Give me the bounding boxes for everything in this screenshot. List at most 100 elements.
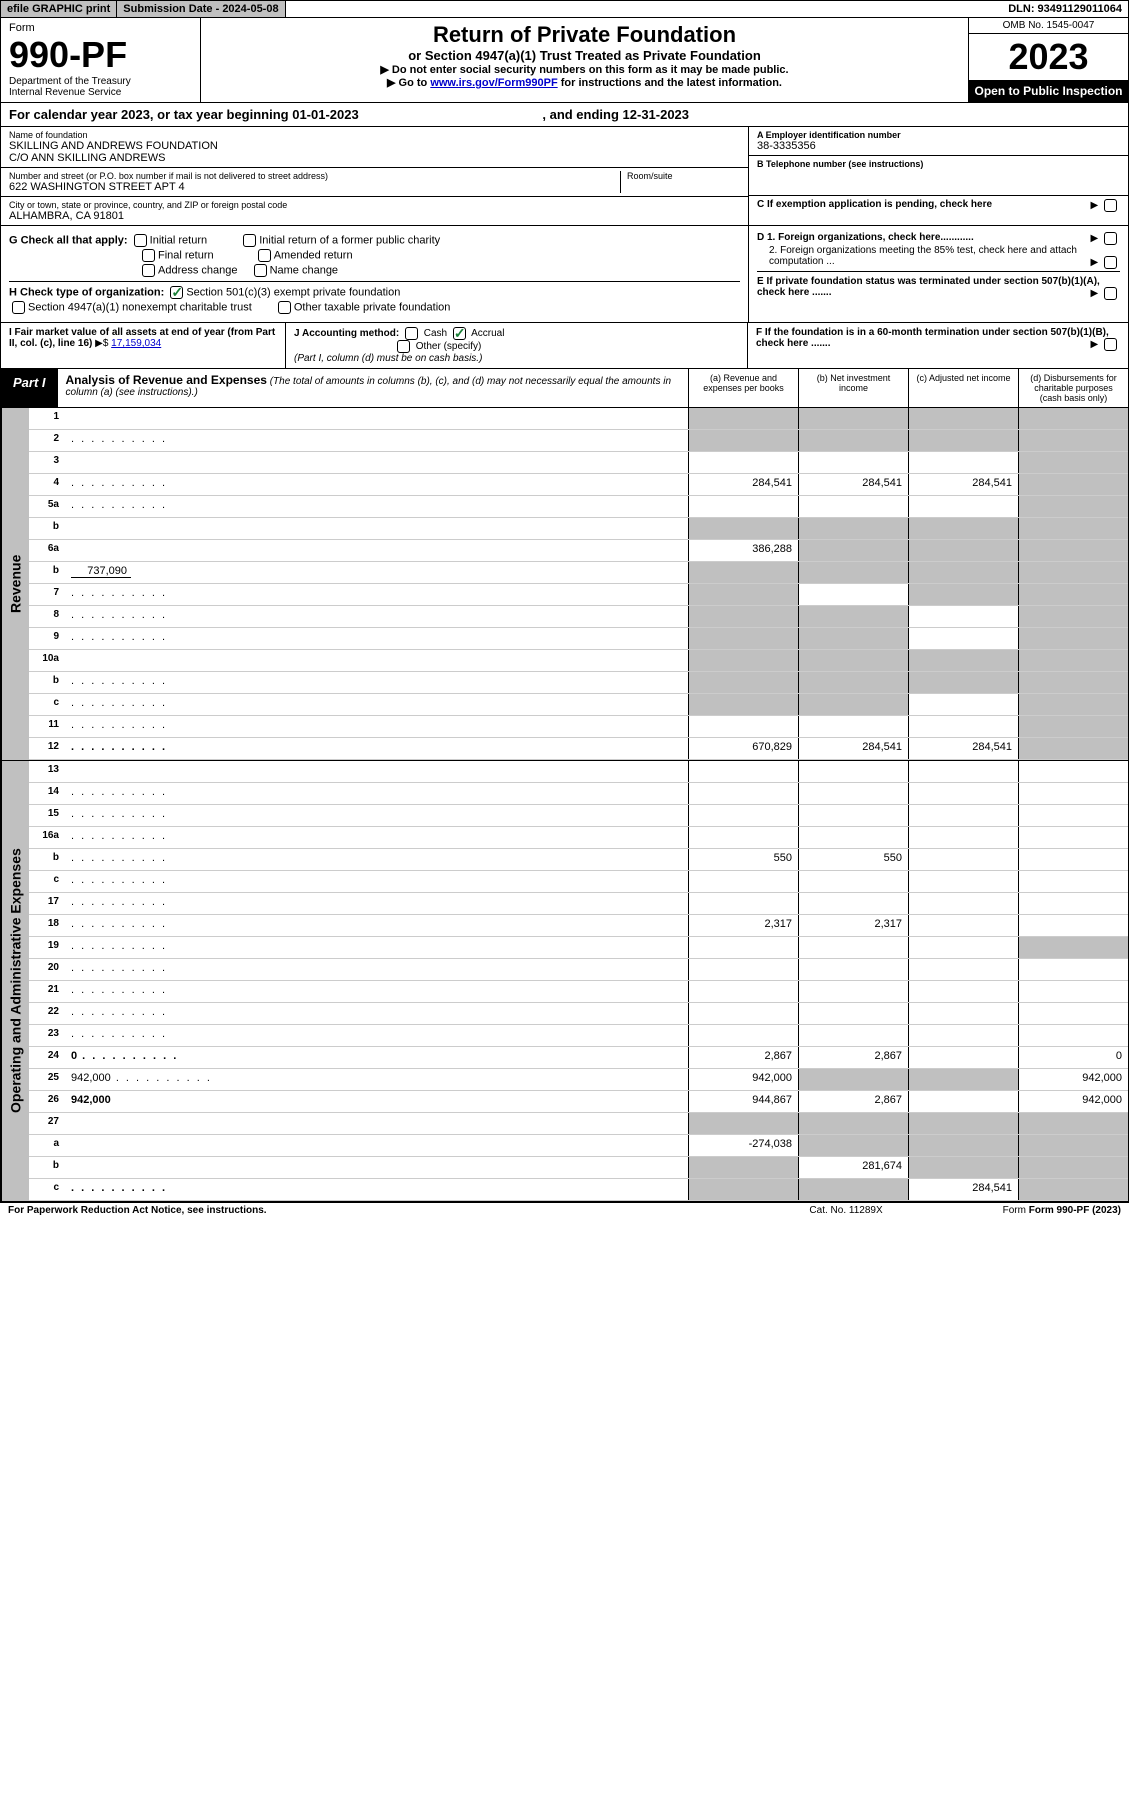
cell-c bbox=[908, 1135, 1018, 1156]
cell-b bbox=[798, 871, 908, 892]
cell-c bbox=[908, 452, 1018, 473]
cell-b bbox=[798, 981, 908, 1002]
line-number: 10a bbox=[29, 650, 67, 671]
revenue-table: Revenue 1234284,541284,541284,5415ab6a38… bbox=[0, 408, 1129, 761]
cell-a bbox=[688, 1025, 798, 1046]
line-number: b bbox=[29, 849, 67, 870]
other-method-cb[interactable] bbox=[397, 340, 410, 353]
instruction-1: ▶ Do not enter social security numbers o… bbox=[205, 63, 964, 76]
cell-a bbox=[688, 827, 798, 848]
cell-c: 284,541 bbox=[908, 1179, 1018, 1200]
501c3-cb[interactable] bbox=[170, 286, 183, 299]
cell-b bbox=[798, 1025, 908, 1046]
d1-cb[interactable] bbox=[1104, 232, 1117, 245]
line-number: b bbox=[29, 518, 67, 539]
form-label: Form bbox=[9, 22, 192, 34]
col-c-header: (c) Adjusted net income bbox=[908, 369, 1018, 407]
table-row: c bbox=[29, 871, 1128, 893]
line-desc bbox=[67, 1135, 688, 1156]
line-number: 21 bbox=[29, 981, 67, 1002]
cell-a bbox=[688, 430, 798, 451]
cell-b bbox=[798, 1179, 908, 1200]
d1-label: D 1. Foreign organizations, check here..… bbox=[757, 232, 974, 243]
cash-cb[interactable] bbox=[405, 327, 418, 340]
phone-label: B Telephone number (see instructions) bbox=[757, 159, 1120, 169]
initial-return-cb[interactable] bbox=[134, 234, 147, 247]
4947-cb[interactable] bbox=[12, 301, 25, 314]
cell-d bbox=[1018, 650, 1128, 671]
form-ref: Form Form 990-PF (2023) bbox=[1003, 1205, 1121, 1216]
line-number: 11 bbox=[29, 716, 67, 737]
omb-number: OMB No. 1545-0047 bbox=[969, 18, 1128, 34]
cell-d: 942,000 bbox=[1018, 1091, 1128, 1112]
cell-c: 284,541 bbox=[908, 474, 1018, 495]
part-1-header: Part I Analysis of Revenue and Expenses … bbox=[0, 369, 1129, 408]
cell-a bbox=[688, 518, 798, 539]
table-row: b281,674 bbox=[29, 1157, 1128, 1179]
other-taxable-cb[interactable] bbox=[278, 301, 291, 314]
line-number: 16a bbox=[29, 827, 67, 848]
name-label: Name of foundation bbox=[9, 130, 740, 140]
line-desc bbox=[67, 716, 688, 737]
initial-public-cb[interactable] bbox=[243, 234, 256, 247]
accrual-cb[interactable] bbox=[453, 327, 466, 340]
line-desc: 0 bbox=[67, 1047, 688, 1068]
cell-b bbox=[798, 937, 908, 958]
cell-c bbox=[908, 915, 1018, 936]
line-number: 15 bbox=[29, 805, 67, 826]
f-cb[interactable] bbox=[1104, 338, 1117, 351]
line-desc bbox=[67, 981, 688, 1002]
final-return-cb[interactable] bbox=[142, 249, 155, 262]
table-row: 4284,541284,541284,541 bbox=[29, 474, 1128, 496]
revenue-side-label: Revenue bbox=[1, 408, 29, 760]
address-change-cb[interactable] bbox=[142, 264, 155, 277]
cell-c bbox=[908, 1091, 1018, 1112]
e-cb[interactable] bbox=[1104, 287, 1117, 300]
city-label: City or town, state or province, country… bbox=[9, 200, 740, 210]
col-a-header: (a) Revenue and expenses per books bbox=[688, 369, 798, 407]
cell-b: 284,541 bbox=[798, 738, 908, 759]
cell-c bbox=[908, 1025, 1018, 1046]
cell-a bbox=[688, 783, 798, 804]
form-link[interactable]: www.irs.gov/Form990PF bbox=[430, 77, 557, 89]
line-number: 12 bbox=[29, 738, 67, 759]
cell-a bbox=[688, 628, 798, 649]
d2-cb[interactable] bbox=[1104, 256, 1117, 269]
cell-d bbox=[1018, 496, 1128, 517]
cell-a bbox=[688, 761, 798, 782]
fmv-link[interactable]: 17,159,034 bbox=[111, 338, 161, 349]
line-number: 23 bbox=[29, 1025, 67, 1046]
cell-a bbox=[688, 650, 798, 671]
line-number: 3 bbox=[29, 452, 67, 473]
cell-d bbox=[1018, 959, 1128, 980]
exemption-checkbox[interactable] bbox=[1104, 199, 1117, 212]
tax-year: 2023 bbox=[969, 34, 1128, 80]
cell-b bbox=[798, 430, 908, 451]
cell-b bbox=[798, 1113, 908, 1134]
cell-c bbox=[908, 584, 1018, 605]
cell-d bbox=[1018, 518, 1128, 539]
name-change-cb[interactable] bbox=[254, 264, 267, 277]
cell-b bbox=[798, 694, 908, 715]
cell-a: 944,867 bbox=[688, 1091, 798, 1112]
address: 622 WASHINGTON STREET APT 4 bbox=[9, 181, 620, 193]
line-number: 1 bbox=[29, 408, 67, 429]
line-desc bbox=[67, 761, 688, 782]
cell-a bbox=[688, 893, 798, 914]
cell-d bbox=[1018, 871, 1128, 892]
table-row: 13 bbox=[29, 761, 1128, 783]
amended-cb[interactable] bbox=[258, 249, 271, 262]
cell-c bbox=[908, 1113, 1018, 1134]
ein-label: A Employer identification number bbox=[757, 130, 1120, 140]
col-d-header: (d) Disbursements for charitable purpose… bbox=[1018, 369, 1128, 407]
open-public: Open to Public Inspection bbox=[969, 80, 1128, 102]
cell-a bbox=[688, 1003, 798, 1024]
table-row: 7 bbox=[29, 584, 1128, 606]
line-desc bbox=[67, 738, 688, 759]
table-row: c284,541 bbox=[29, 1179, 1128, 1201]
cell-b: 550 bbox=[798, 849, 908, 870]
cell-c bbox=[908, 871, 1018, 892]
cell-d bbox=[1018, 1003, 1128, 1024]
cell-c bbox=[908, 540, 1018, 561]
cell-d bbox=[1018, 981, 1128, 1002]
